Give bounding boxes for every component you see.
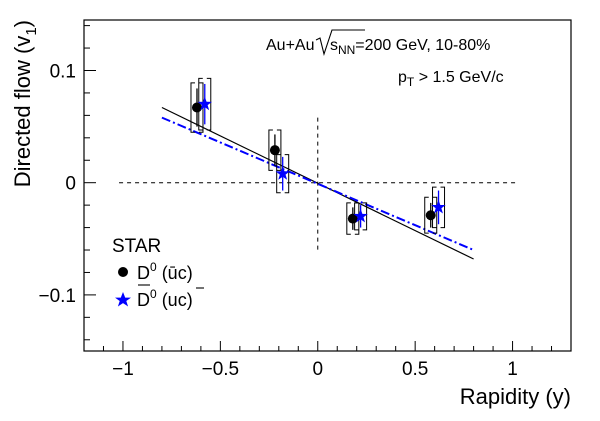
fit-lines (161, 106, 474, 260)
sys-error-bracket (276, 154, 290, 194)
x-tick-label: 1 (507, 359, 518, 380)
data-point-d0bar (275, 166, 290, 180)
legend-marker-d0 (118, 267, 128, 277)
y-axis: −0.1 0 0.1 (38, 25, 96, 341)
data-markers (191, 96, 446, 224)
pt-annotation: pT > 1.5 GeV/c (398, 69, 504, 89)
x-tick-label: −1 (112, 359, 134, 380)
data-point-d0 (347, 213, 358, 224)
fit-line (161, 116, 474, 251)
plot-frame (83, 19, 572, 352)
x-tick-label: 0 (312, 359, 323, 380)
legend-label-d0bar: D0 (uc) (137, 287, 193, 310)
data-point-d0 (191, 102, 202, 113)
fit-line (161, 106, 474, 260)
error-bars (190, 77, 446, 235)
y-tick-label: 0.1 (50, 61, 76, 82)
data-point-d0bar (353, 208, 368, 223)
legend-label-d0: D0 (ūc) (137, 260, 193, 283)
y-tick-label: −0.1 (38, 286, 76, 307)
sys-error-bracket (432, 186, 446, 229)
y-tick-label: 0 (65, 174, 76, 195)
x-tick-label: −0.5 (202, 359, 240, 380)
x-axis: −1 −0.5 0 0.5 1 (102, 341, 572, 380)
sys-error-bracket (268, 129, 282, 171)
data-point-d0 (425, 210, 436, 221)
sys-error-bracket (424, 196, 438, 234)
data-point-d0bar (197, 96, 212, 111)
x-tick-label: 0.5 (402, 359, 428, 380)
legend-title: STAR (112, 236, 161, 257)
data-point-d0bar (431, 199, 446, 214)
data-point-d0 (269, 145, 280, 156)
legend-marker-d0bar (115, 292, 131, 307)
x-axis-title: Rapidity (y) (460, 384, 571, 409)
reference-lines (119, 117, 517, 253)
collision-annotation: Au+Au sNN=200 GeV, 10-80% (266, 37, 490, 57)
y-axis-title: Directed flow (v1) (10, 20, 40, 187)
sqrt-sign (315, 29, 365, 56)
